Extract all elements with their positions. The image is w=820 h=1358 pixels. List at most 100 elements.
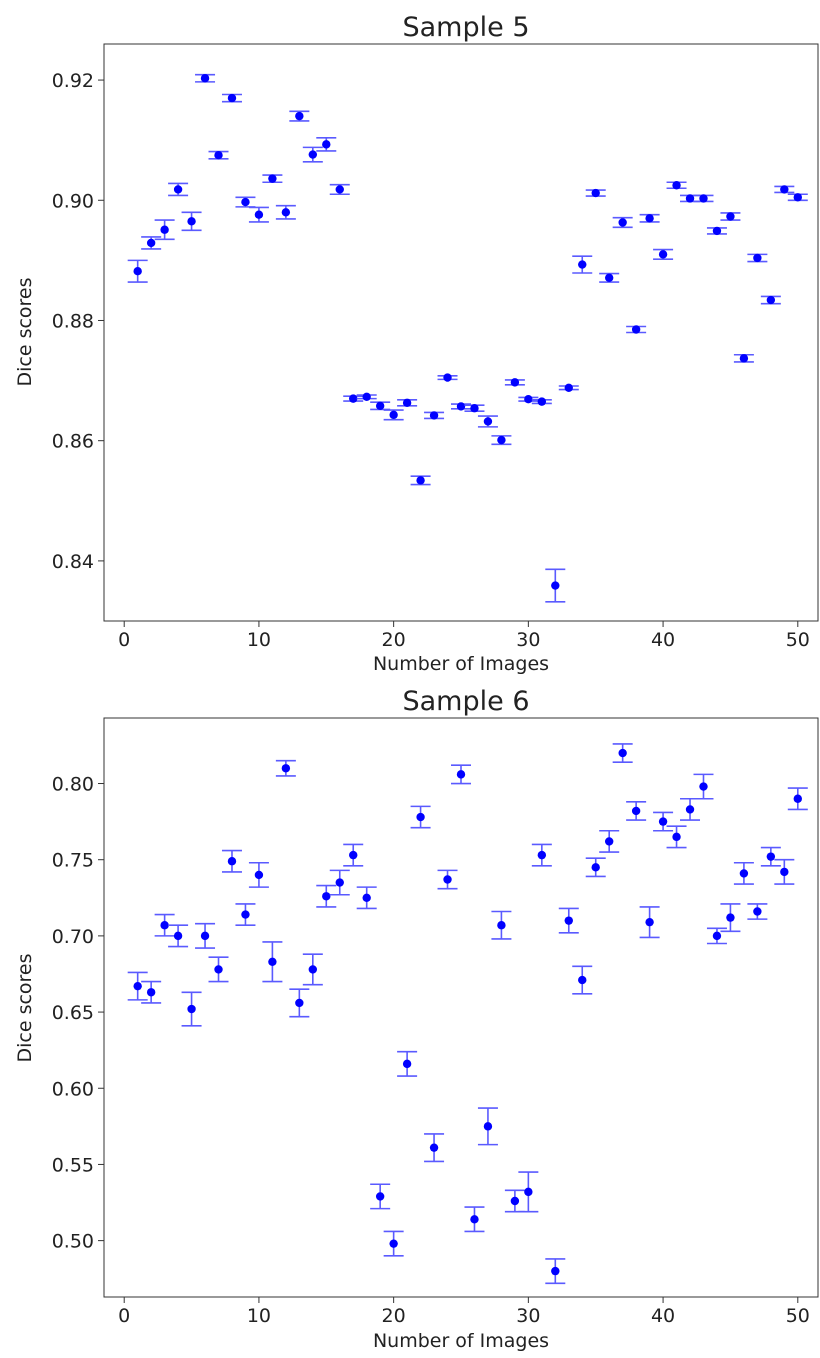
point-marker [214, 150, 223, 160]
x-axis: Number of Images 0 10 20 30 40 50 [118, 621, 810, 675]
point-marker [200, 931, 210, 941]
data-point [181, 991, 202, 1027]
x-tick-label: 30 [516, 629, 540, 651]
data-point [787, 787, 808, 811]
data-point [558, 383, 579, 392]
point-marker [456, 402, 466, 411]
data-point [181, 211, 202, 232]
data-point [127, 971, 148, 1001]
data-point [221, 849, 242, 873]
point-marker [160, 225, 169, 234]
point-marker [739, 354, 749, 363]
point-marker [241, 910, 250, 919]
data-point [262, 941, 283, 983]
x-tick-label: 0 [118, 629, 130, 651]
point-marker [793, 193, 802, 202]
data-point [343, 843, 364, 867]
data-point [612, 216, 633, 229]
point-marker [443, 875, 452, 884]
data-point [262, 174, 283, 184]
point-marker [672, 832, 681, 842]
point-marker [416, 476, 425, 485]
point-marker [227, 857, 237, 866]
x-tick-label: 50 [786, 1305, 810, 1327]
y-tick-label: 0.90 [52, 190, 94, 212]
point-marker [389, 410, 398, 420]
data-point [235, 903, 256, 927]
x-axis: Number of Images 0 10 20 30 40 50 [118, 1297, 810, 1352]
data-point [397, 1050, 418, 1077]
data-point [289, 988, 310, 1018]
data-point [370, 1183, 391, 1210]
point-marker [295, 998, 304, 1008]
data-point [680, 797, 701, 821]
point-marker [443, 373, 452, 382]
point-marker [429, 411, 439, 420]
point-marker [375, 1192, 385, 1201]
point-marker [146, 238, 156, 248]
data-point [504, 378, 525, 387]
x-tick-label: 20 [382, 629, 406, 651]
data-point [289, 110, 310, 122]
data-point [343, 394, 364, 403]
chart-title: Sample 5 [403, 12, 530, 43]
point-marker [726, 913, 735, 922]
data-point [356, 392, 377, 402]
point-marker [780, 867, 789, 877]
data-point [572, 965, 593, 995]
point-marker [429, 1143, 439, 1152]
y-tick-label: 0.55 [52, 1154, 94, 1176]
point-marker [510, 1196, 520, 1206]
data-point [397, 398, 418, 408]
data-point [168, 924, 189, 948]
data-point [302, 953, 323, 986]
point-marker [524, 1187, 533, 1197]
data-point [572, 255, 593, 274]
point-marker [631, 806, 641, 816]
point-marker [766, 295, 776, 305]
point-marker [739, 869, 749, 878]
point-marker [308, 150, 318, 159]
point-marker [604, 837, 614, 846]
data-points [127, 73, 808, 603]
point-marker [510, 378, 520, 387]
data-point [666, 181, 687, 190]
y-tick-label: 0.75 [52, 850, 94, 872]
data-point [248, 206, 269, 223]
point-marker [658, 250, 668, 259]
data-point [504, 1189, 525, 1213]
point-marker [402, 398, 412, 408]
point-marker [645, 917, 654, 927]
chart-sample-6: Sample 6 Dice scores 0.50 0.55 0.60 0.65 0.7… [14, 686, 819, 1352]
point-marker [537, 850, 547, 860]
chart-sample-5: Sample 5 Dice scores 0.84 0.86 0.88 0.90 0.9… [14, 12, 819, 675]
point-marker [362, 392, 371, 402]
point-marker [780, 185, 789, 194]
y-axis-label: Dice scores [14, 277, 36, 386]
x-tick-label: 10 [247, 1305, 271, 1327]
point-marker [295, 111, 304, 121]
x-tick-label: 20 [382, 1305, 406, 1327]
data-point [626, 325, 647, 334]
point-marker [483, 1122, 493, 1131]
point-marker [537, 397, 547, 406]
point-marker [187, 1004, 196, 1014]
y-tick-label: 0.92 [52, 70, 94, 92]
data-point [316, 136, 337, 152]
data-point [451, 402, 471, 411]
data-point [760, 295, 781, 305]
point-marker [254, 870, 264, 880]
data-point [747, 253, 768, 263]
data-point [208, 150, 229, 160]
point-marker [308, 965, 318, 974]
y-tick-label: 0.65 [52, 1002, 94, 1024]
data-point [545, 1258, 566, 1285]
data-point [302, 146, 323, 163]
point-marker [281, 208, 291, 217]
data-point [545, 568, 566, 603]
data-point [666, 825, 687, 849]
point-marker [187, 217, 196, 226]
point-marker [753, 907, 762, 916]
point-marker [766, 852, 776, 861]
